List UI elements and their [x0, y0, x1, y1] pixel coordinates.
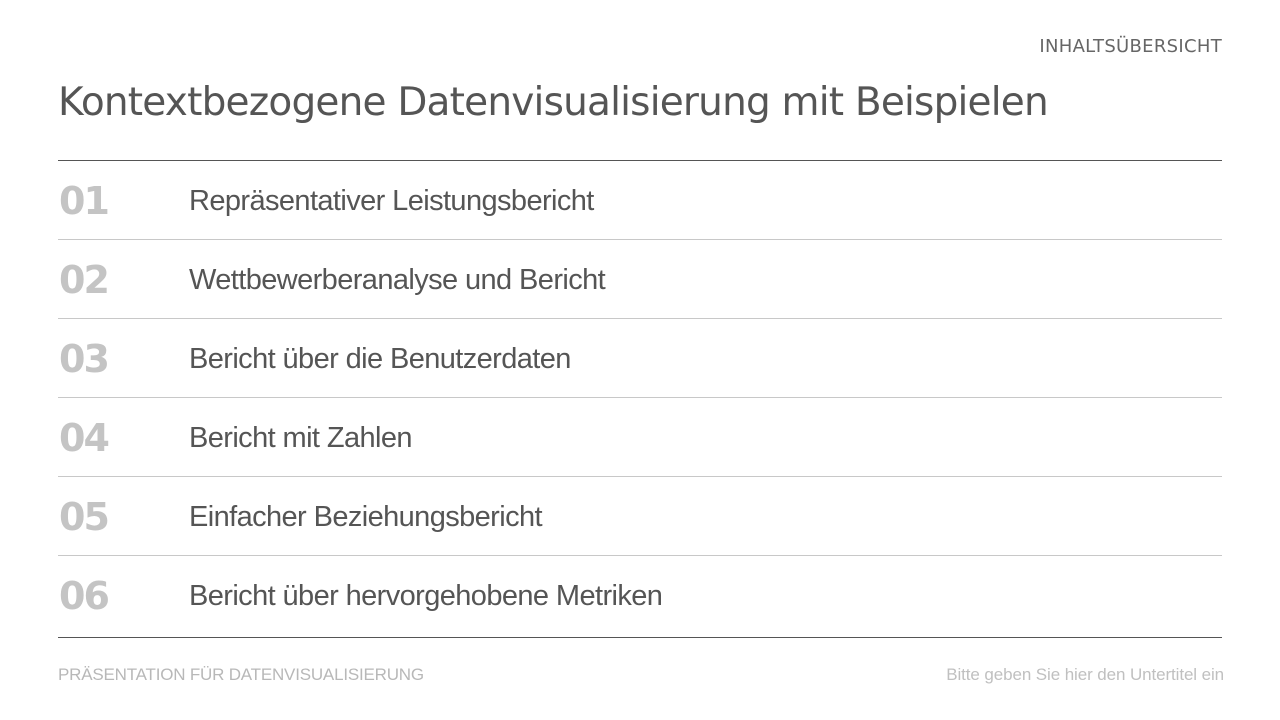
toc-item-label: Repräsentativer Leistungsbericht — [189, 185, 594, 217]
toc-item-label: Bericht über die Benutzerdaten — [189, 343, 571, 375]
toc-item-03[interactable]: 03 Bericht über die Benutzerdaten — [58, 319, 1222, 398]
toc-item-04[interactable]: 04 Bericht mit Zahlen — [58, 398, 1222, 477]
toc-item-number: 05 — [59, 495, 110, 539]
toc-item-number: 03 — [59, 337, 110, 381]
toc-item-label: Einfacher Beziehungsbericht — [189, 501, 543, 533]
toc-item-05[interactable]: 05 Einfacher Beziehungsbericht — [58, 477, 1222, 556]
toc-item-number: 06 — [59, 574, 110, 618]
toc-item-label: Wettbewerberanalyse und Bericht — [189, 264, 606, 296]
toc-item-label: Bericht über hervorgehobene Metriken — [189, 580, 663, 612]
toc-item-02[interactable]: 02 Wettbewerberanalyse und Bericht — [58, 240, 1222, 319]
toc-item-06[interactable]: 06 Bericht über hervorgehobene Metriken — [58, 556, 1222, 632]
toc-item-number: 02 — [59, 258, 110, 302]
toc-item-number: 04 — [59, 416, 110, 460]
table-of-contents: 01 Repräsentativer Leistungsbericht 02 W… — [58, 161, 1222, 632]
toc-item-01[interactable]: 01 Repräsentativer Leistungsbericht — [58, 161, 1222, 240]
page-title: Kontextbezogene Datenvisualisierung mit … — [58, 80, 1049, 125]
bottom-divider — [58, 637, 1222, 638]
toc-item-label: Bericht mit Zahlen — [189, 422, 413, 454]
toc-item-number: 01 — [59, 179, 110, 223]
section-label: INHALTSÜBERSICHT — [1039, 36, 1222, 57]
top-divider — [58, 160, 1222, 161]
footer-presentation-title: PRÄSENTATION FÜR DATENVISUALISIERUNG — [58, 665, 424, 684]
footer-subtitle: Bitte geben Sie hier den Untertitel ein — [946, 665, 1224, 684]
